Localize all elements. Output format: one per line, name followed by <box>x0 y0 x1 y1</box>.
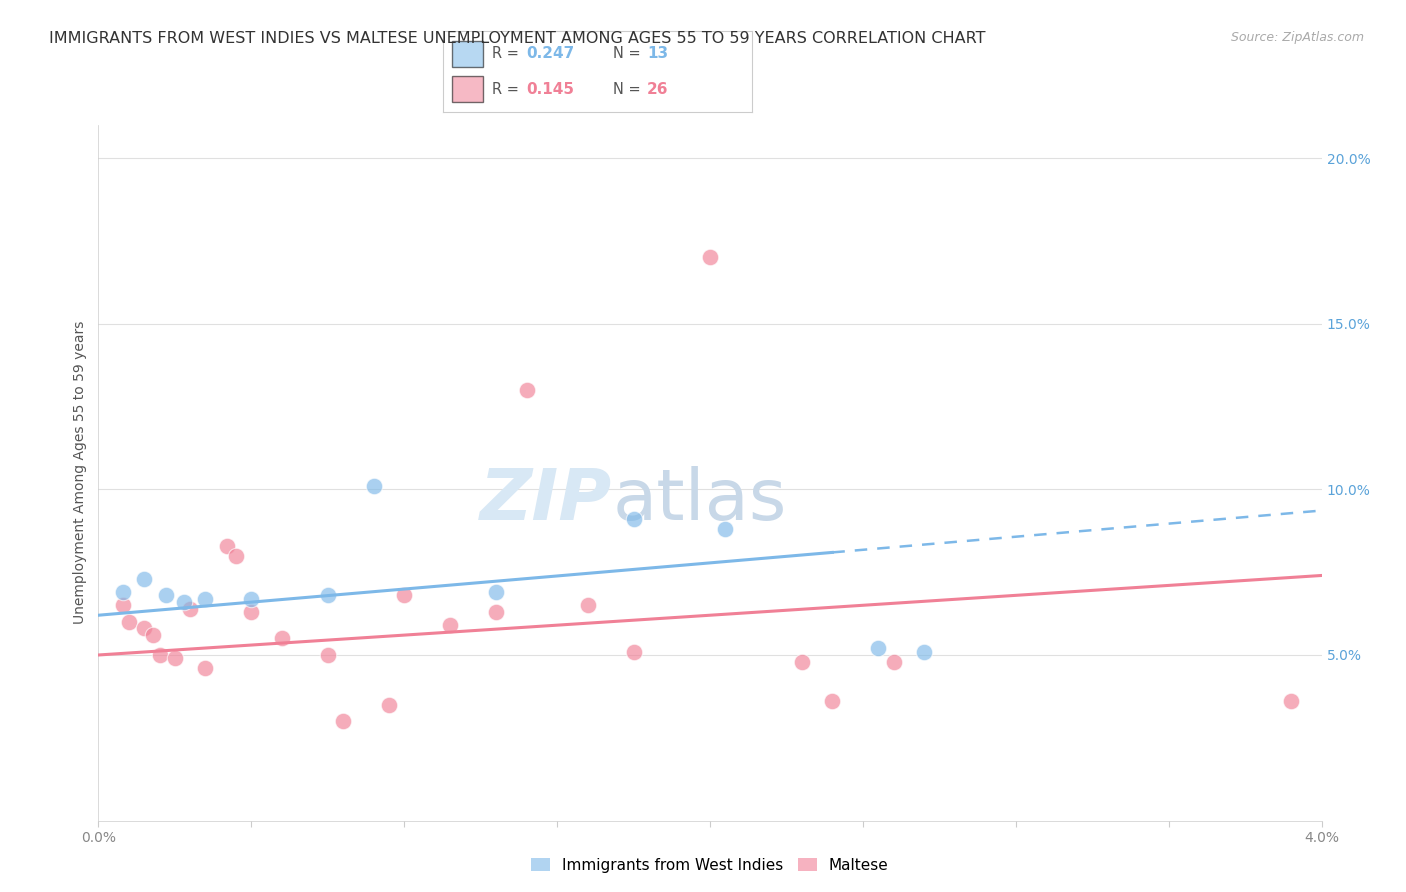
Point <box>378 698 401 712</box>
Text: 26: 26 <box>647 81 668 96</box>
Point <box>163 651 186 665</box>
Point <box>155 588 177 602</box>
Point <box>912 645 935 659</box>
Point <box>149 648 172 662</box>
Y-axis label: Unemployment Among Ages 55 to 59 years: Unemployment Among Ages 55 to 59 years <box>73 321 87 624</box>
Legend: Immigrants from West Indies, Maltese: Immigrants from West Indies, Maltese <box>526 852 894 880</box>
Point <box>821 694 844 708</box>
Point <box>516 383 538 397</box>
Point <box>134 572 156 586</box>
Point <box>225 549 247 563</box>
Text: R =: R = <box>492 46 524 62</box>
FancyBboxPatch shape <box>453 41 484 67</box>
Point <box>215 539 238 553</box>
Point <box>485 605 508 619</box>
Point <box>316 588 339 602</box>
Text: N =: N = <box>613 46 645 62</box>
Text: 13: 13 <box>647 46 668 62</box>
Text: IMMIGRANTS FROM WEST INDIES VS MALTESE UNEMPLOYMENT AMONG AGES 55 TO 59 YEARS CO: IMMIGRANTS FROM WEST INDIES VS MALTESE U… <box>49 31 986 46</box>
Point <box>1279 694 1302 708</box>
Point <box>142 628 165 642</box>
Text: ZIP: ZIP <box>479 467 612 535</box>
Text: 0.145: 0.145 <box>526 81 575 96</box>
Text: 0.247: 0.247 <box>526 46 575 62</box>
Point <box>194 591 217 606</box>
Point <box>111 585 134 599</box>
Point <box>173 595 195 609</box>
Point <box>439 618 461 632</box>
Point <box>790 655 813 669</box>
Point <box>240 605 263 619</box>
Point <box>699 251 721 265</box>
Text: Source: ZipAtlas.com: Source: ZipAtlas.com <box>1230 31 1364 45</box>
Point <box>623 645 645 659</box>
Point <box>623 512 645 526</box>
Point <box>240 591 263 606</box>
Point <box>134 622 156 636</box>
Point <box>118 615 141 629</box>
Point <box>316 648 339 662</box>
Point <box>332 714 354 729</box>
Point <box>194 661 217 675</box>
Point <box>392 588 416 602</box>
Point <box>714 522 737 536</box>
Text: N =: N = <box>613 81 645 96</box>
Text: atlas: atlas <box>612 467 786 535</box>
Point <box>179 601 201 615</box>
Point <box>111 599 134 613</box>
Text: R =: R = <box>492 81 524 96</box>
Point <box>883 655 905 669</box>
Point <box>270 632 294 646</box>
FancyBboxPatch shape <box>453 76 484 102</box>
Point <box>868 641 890 656</box>
Point <box>485 585 508 599</box>
Point <box>363 479 385 493</box>
Point <box>576 599 599 613</box>
